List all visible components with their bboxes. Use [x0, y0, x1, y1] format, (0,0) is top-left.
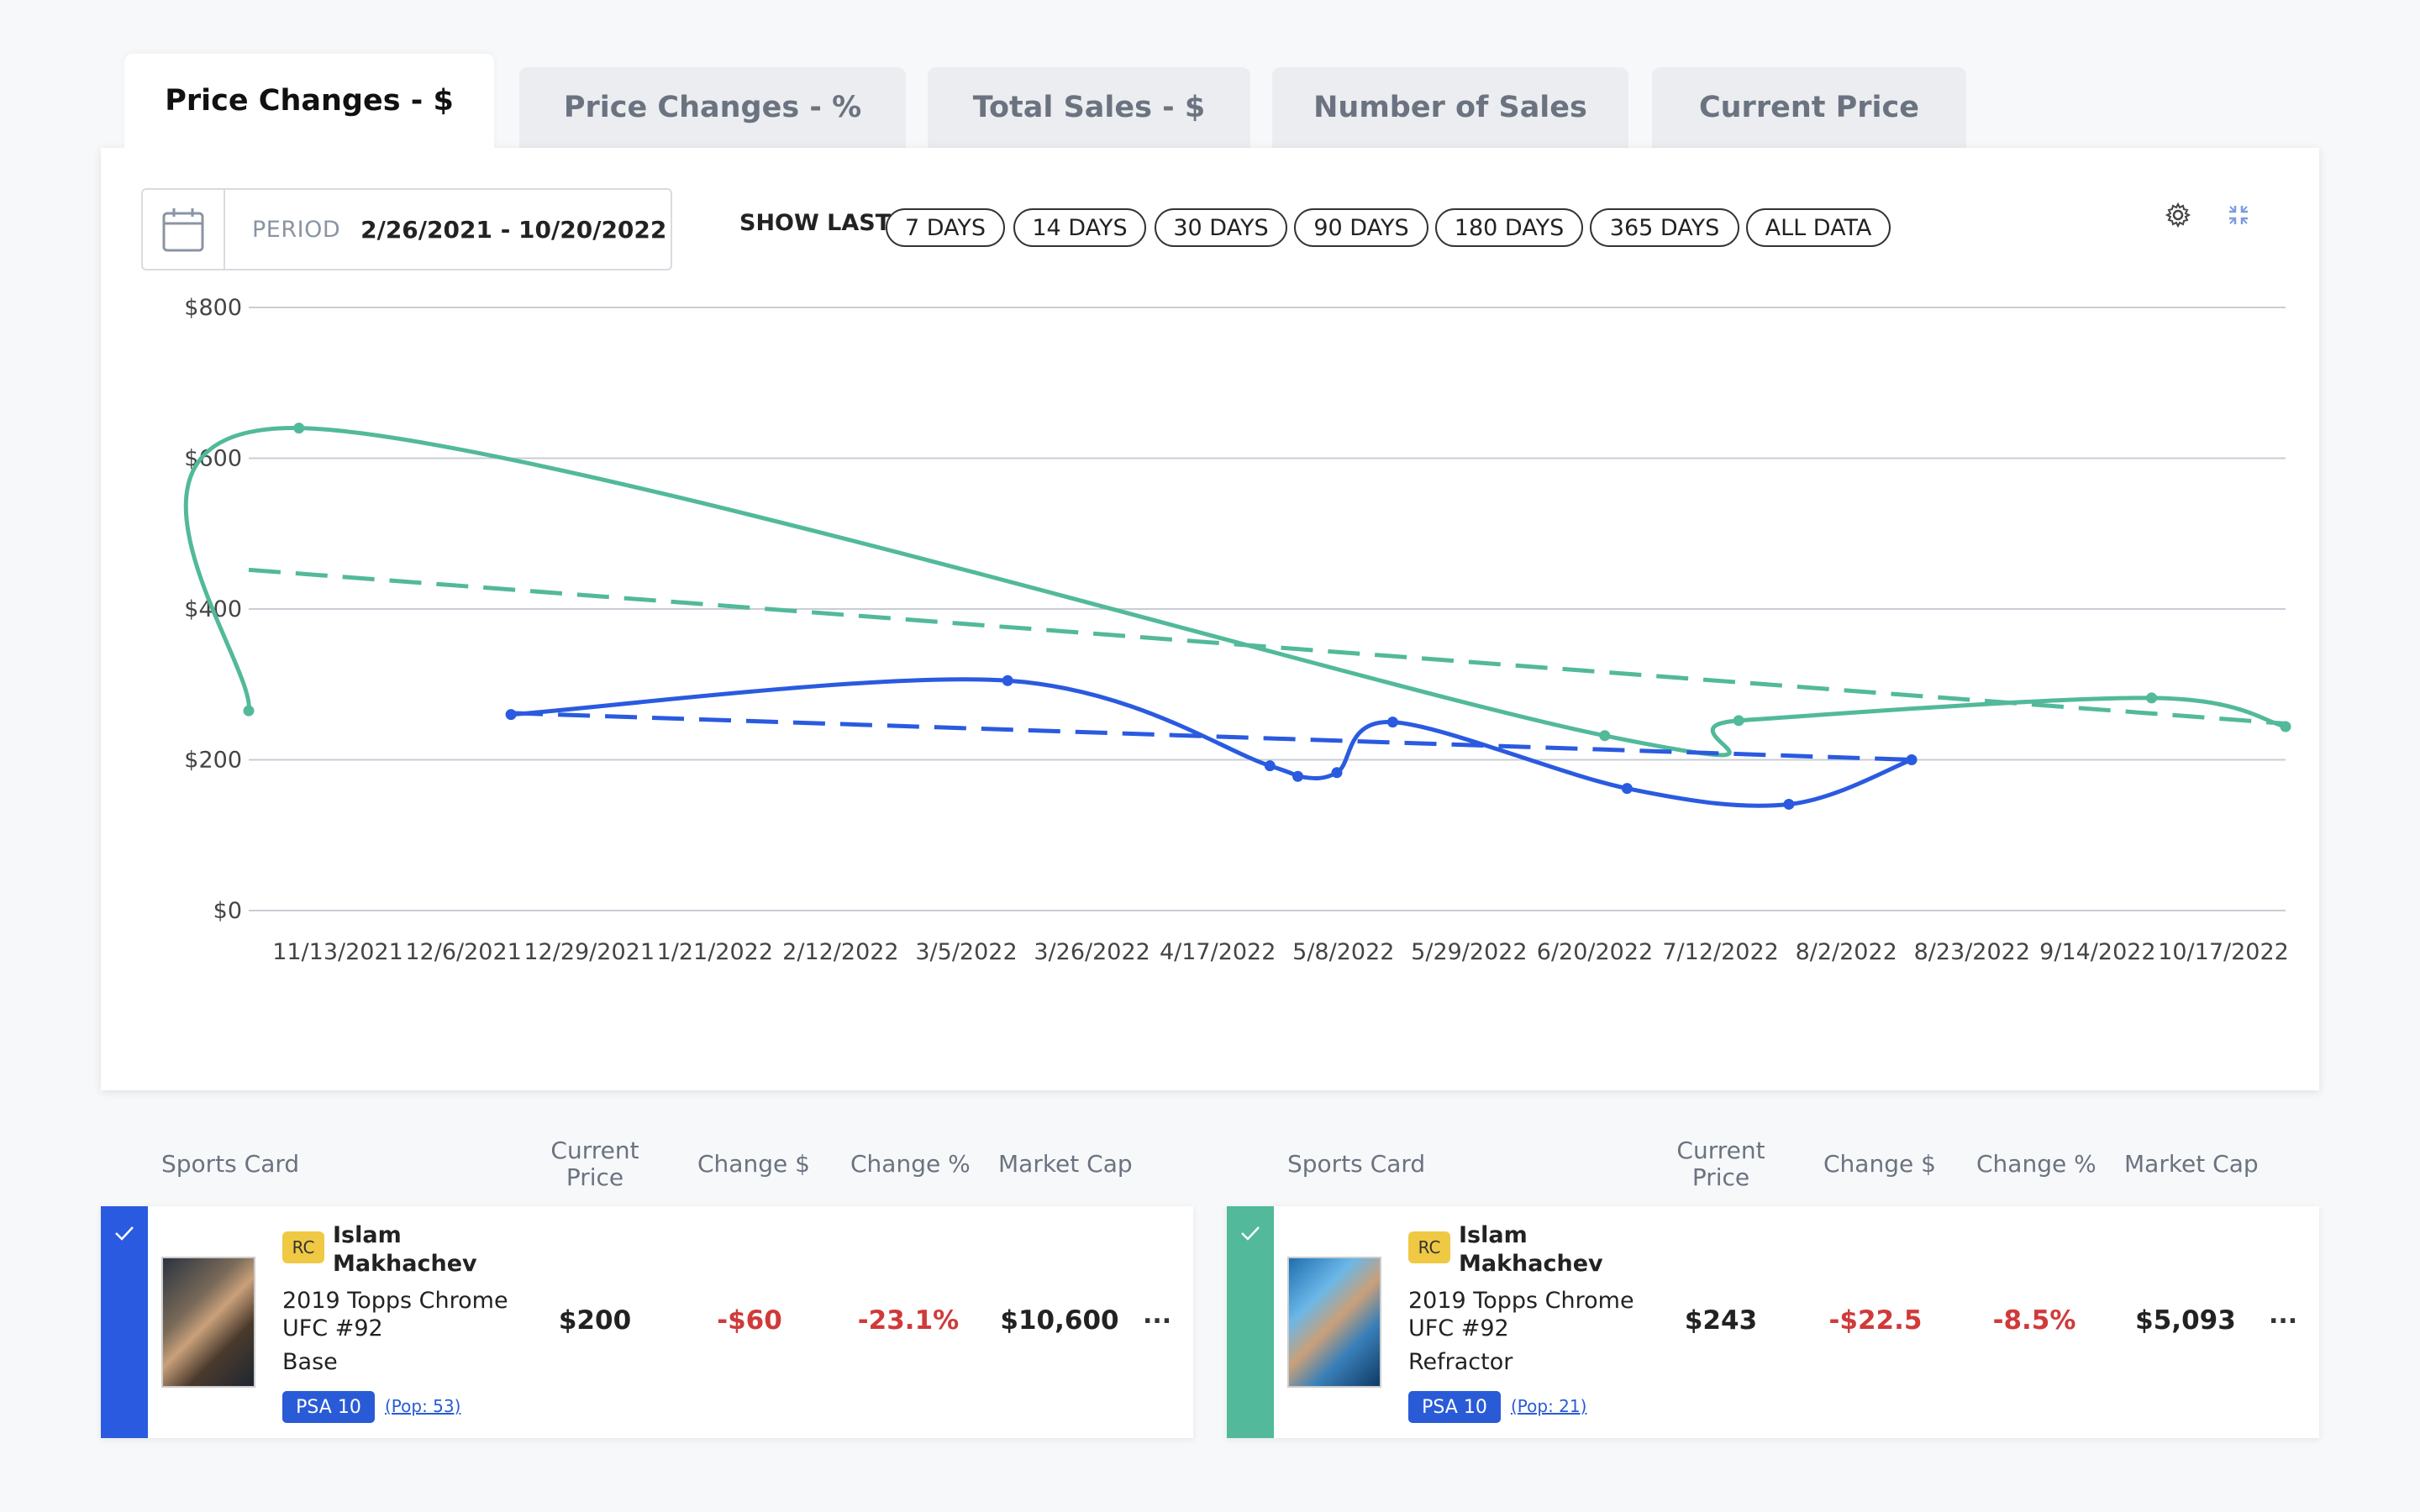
- data-point: [293, 423, 305, 434]
- tab-current-price[interactable]: Current Price: [1652, 67, 1966, 148]
- card-thumbnail[interactable]: [161, 1257, 255, 1388]
- tab-price-changes-usd[interactable]: Price Changes - $: [124, 54, 494, 148]
- show-last-label: SHOW LAST: [739, 210, 892, 236]
- col-current-price: Current Price: [1676, 1137, 1765, 1191]
- col-sports-card: Sports Card: [1287, 1150, 1426, 1178]
- row-select-checkbox[interactable]: [101, 1206, 148, 1438]
- x-tick-label: 10/17/2022: [2158, 939, 2289, 965]
- y-tick-label: $0: [213, 898, 242, 924]
- col-market-cap: Market Cap: [998, 1150, 1133, 1178]
- row-select-checkbox[interactable]: [1227, 1206, 1274, 1438]
- chart-panel: PERIOD 2/26/2021 - 10/20/2022 SHOW LAST …: [101, 148, 2319, 1090]
- range-7-days-button[interactable]: 7 DAYS: [886, 208, 1005, 247]
- data-point: [1331, 767, 1343, 779]
- data-point: [1906, 754, 1918, 765]
- x-tick-label: 4/17/2022: [1160, 939, 1276, 965]
- period-value: 2/26/2021 - 10/20/2022: [360, 215, 667, 244]
- x-tick-label: 6/20/2022: [1537, 939, 1653, 965]
- range-180-days-button[interactable]: 180 DAYS: [1435, 208, 1583, 247]
- market-cap-value: $5,093: [2135, 1305, 2236, 1336]
- x-tick-label: 3/26/2022: [1034, 939, 1150, 965]
- tab-total-sales[interactable]: Total Sales - $: [928, 67, 1250, 148]
- data-point: [1386, 717, 1398, 728]
- data-point: [1292, 770, 1304, 782]
- x-tick-label: 8/2/2022: [1796, 939, 1897, 965]
- player-name[interactable]: Islam Makhachev: [1459, 1222, 1603, 1277]
- rc-badge: RC: [1408, 1231, 1450, 1263]
- x-tick-label: 5/29/2022: [1411, 939, 1527, 965]
- range-14-days-button[interactable]: 14 DAYS: [1013, 208, 1146, 247]
- rc-badge: RC: [282, 1231, 324, 1263]
- data-point: [2146, 692, 2158, 704]
- x-tick-label: 12/29/2021: [523, 939, 655, 965]
- y-tick-label: $200: [184, 748, 242, 774]
- price-chart: $800$600$400$200$011/13/2021 12/6/2021 12/…: [183, 295, 2291, 965]
- col-change-pct: Change %: [1976, 1150, 2096, 1178]
- x-tick-label: 11/13/2021: [272, 939, 403, 965]
- player-name[interactable]: Islam Makhachev: [333, 1222, 477, 1277]
- x-tick-label: 8/23/2022: [1914, 939, 2030, 965]
- data-point: [1599, 730, 1611, 742]
- card-variant: Refractor: [1408, 1349, 1513, 1375]
- pop-link[interactable]: (Pop: 53): [385, 1396, 461, 1416]
- change-usd-value: -$60: [717, 1305, 782, 1336]
- col-change-pct: Change %: [850, 1150, 971, 1178]
- more-options-button[interactable]: ...: [1143, 1300, 1172, 1330]
- data-point: [1002, 675, 1013, 686]
- change-pct-value: -8.5%: [1992, 1305, 2076, 1336]
- calendar-icon[interactable]: [143, 190, 225, 269]
- col-market-cap: Market Cap: [2124, 1150, 2259, 1178]
- y-tick-label: $800: [184, 295, 242, 321]
- x-tick-label: 9/14/2022: [2039, 939, 2155, 965]
- x-tick-label: 7/12/2022: [1662, 939, 1778, 965]
- grade-badge: PSA 10: [1408, 1391, 1501, 1423]
- tab-price-changes-pct[interactable]: Price Changes - %: [519, 67, 906, 148]
- grade-badge: PSA 10: [282, 1391, 375, 1423]
- collapse-icon[interactable]: [2222, 198, 2255, 232]
- x-tick-label: 12/6/2021: [405, 939, 521, 965]
- table-row[interactable]: RC Islam Makhachev 2019 Topps Chrome UFC…: [1227, 1206, 2319, 1438]
- current-price-value: $243: [1684, 1305, 1758, 1336]
- current-price-value: $200: [558, 1305, 632, 1336]
- range-365-days-button[interactable]: 365 DAYS: [1590, 208, 1739, 247]
- series-line: [510, 677, 1912, 808]
- check-icon: [1241, 1226, 1260, 1241]
- tab-number-of-sales[interactable]: Number of Sales: [1272, 67, 1628, 148]
- data-point: [505, 709, 517, 721]
- data-point: [243, 705, 255, 717]
- x-tick-label: 5/8/2022: [1292, 939, 1394, 965]
- data-point: [1783, 798, 1795, 810]
- card-set: 2019 Topps Chrome UFC #92: [1408, 1288, 1634, 1341]
- col-current-price: Current Price: [550, 1137, 639, 1191]
- card-variant: Base: [282, 1349, 338, 1375]
- x-tick-label: 2/12/2022: [782, 939, 898, 965]
- card-set: 2019 Topps Chrome UFC #92: [282, 1288, 508, 1341]
- gear-icon[interactable]: [2161, 198, 2195, 232]
- pop-link[interactable]: (Pop: 21): [1511, 1396, 1587, 1416]
- range-30-days-button[interactable]: 30 DAYS: [1155, 208, 1287, 247]
- market-cap-value: $10,600: [1000, 1305, 1119, 1336]
- period-label: PERIOD: [252, 216, 341, 243]
- period-picker[interactable]: PERIOD 2/26/2021 - 10/20/2022: [141, 188, 672, 270]
- data-point: [1621, 783, 1633, 795]
- series-line: [183, 426, 2286, 758]
- range-90-days-button[interactable]: 90 DAYS: [1294, 208, 1428, 247]
- check-icon: [115, 1226, 134, 1241]
- trend-line: [248, 567, 2286, 726]
- card-thumbnail[interactable]: [1287, 1257, 1381, 1388]
- range-all-data-button[interactable]: ALL DATA: [1746, 208, 1891, 247]
- data-point: [2280, 721, 2291, 732]
- x-tick-label: 1/21/2022: [657, 939, 773, 965]
- data-point: [1264, 760, 1276, 772]
- table-row[interactable]: RC Islam Makhachev 2019 Topps Chrome UFC…: [101, 1206, 1193, 1438]
- data-point: [1733, 715, 1744, 727]
- x-tick-label: 3/5/2022: [915, 939, 1017, 965]
- change-usd-value: -$22.5: [1828, 1305, 1923, 1336]
- col-change-usd: Change $: [1823, 1150, 1936, 1178]
- col-change-usd: Change $: [697, 1150, 810, 1178]
- trend-line: [511, 711, 1912, 762]
- col-sports-card: Sports Card: [161, 1150, 300, 1178]
- change-pct-value: -23.1%: [857, 1305, 960, 1336]
- more-options-button[interactable]: ...: [2269, 1300, 2298, 1330]
